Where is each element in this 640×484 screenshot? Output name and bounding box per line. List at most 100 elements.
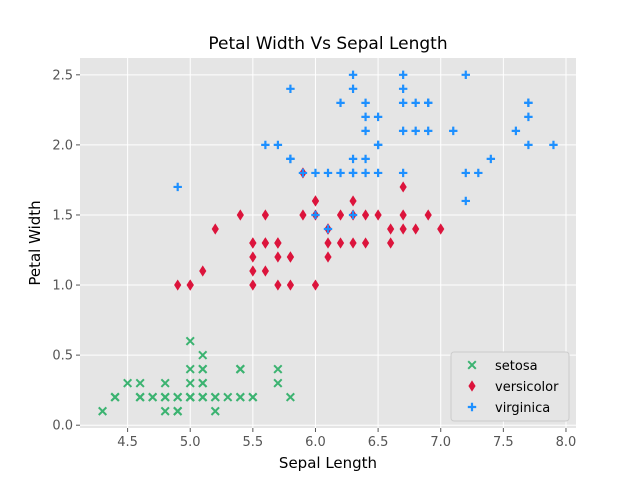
- virginica-point: [261, 140, 270, 150]
- setosa-point: [235, 392, 245, 402]
- virginica-point: [348, 84, 358, 94]
- versicolor-point: [261, 209, 269, 221]
- setosa-point: [123, 378, 133, 388]
- virginica-point: [373, 112, 383, 122]
- setosa-point: [148, 392, 158, 402]
- chart-title: Petal Width Vs Sepal Length: [208, 34, 447, 54]
- series-virginica: [173, 70, 558, 234]
- x-tick-label: 7.5: [493, 435, 514, 450]
- setosa-point: [198, 364, 208, 374]
- virginica-point: [173, 182, 182, 192]
- x-tick-label: 7.0: [430, 435, 451, 450]
- series-versicolor: [174, 167, 445, 291]
- virginica-point: [424, 126, 433, 136]
- versicolor-point: [399, 181, 407, 193]
- setosa-point: [248, 392, 258, 402]
- virginica-point: [461, 168, 470, 178]
- y-tick-label: 2.5: [52, 68, 73, 83]
- virginica-point: [398, 84, 408, 94]
- setosa-point: [235, 364, 245, 374]
- virginica-point: [323, 224, 333, 234]
- versicolor-point: [249, 251, 257, 263]
- x-tick-label: 6.0: [305, 435, 326, 450]
- setosa-point: [185, 392, 195, 402]
- versicolor-point: [311, 279, 320, 291]
- x-tick-label: 4.5: [117, 435, 138, 450]
- versicolor-point: [174, 279, 182, 291]
- versicolor-point: [424, 209, 432, 221]
- setosa-point: [173, 406, 183, 416]
- virginica-point: [461, 70, 470, 80]
- virginica-point: [336, 168, 345, 178]
- setosa-point: [198, 378, 208, 388]
- axis-ticks: 4.5 5.0 5.5 6.0 6.5 7.0 7.5 8.0 0.0 0.5 1.0 1.5 2.0 2…: [52, 68, 576, 450]
- virginica-point: [311, 168, 320, 178]
- virginica-point: [348, 154, 358, 164]
- setosa-point: [173, 392, 183, 402]
- virginica-point: [524, 98, 533, 108]
- versicolor-point: [349, 237, 357, 249]
- versicolor-point: [249, 279, 257, 291]
- virginica-point: [348, 168, 358, 178]
- virginica-point: [298, 168, 308, 178]
- setosa-point: [185, 378, 195, 388]
- virginica-point: [361, 168, 370, 178]
- setosa-point: [185, 336, 195, 346]
- versicolor-point: [286, 279, 295, 291]
- versicolor-point: [437, 223, 445, 235]
- virginica-point: [361, 126, 370, 136]
- y-tick-label: 0.0: [52, 419, 73, 434]
- legend-label-versicolor: versicolor: [495, 380, 559, 395]
- versicolor-point: [274, 251, 282, 263]
- virginica-point: [361, 154, 370, 164]
- setosa-point: [160, 378, 170, 388]
- legend-marker-setosa: [467, 360, 477, 370]
- virginica-point: [336, 98, 345, 108]
- y-tick-label: 1.0: [52, 279, 73, 294]
- setosa-point: [210, 392, 220, 402]
- versicolor-point: [399, 209, 407, 221]
- virginica-point: [424, 98, 433, 108]
- versicolor-point: [387, 223, 395, 235]
- legend-label-virginica: virginica: [495, 401, 550, 416]
- setosa-point: [285, 392, 295, 402]
- setosa-point: [273, 378, 283, 388]
- virginica-point: [398, 98, 408, 108]
- versicolor-point: [236, 209, 244, 221]
- versicolor-point: [399, 223, 407, 235]
- setosa-point: [135, 392, 145, 402]
- versicolor-point: [324, 237, 332, 249]
- x-tick-label: 5.0: [180, 435, 201, 450]
- virginica-point: [486, 154, 496, 164]
- virginica-point: [348, 70, 358, 80]
- virginica-point: [511, 126, 521, 136]
- setosa-point: [273, 364, 283, 374]
- setosa-point: [185, 364, 195, 374]
- virginica-point: [361, 98, 370, 108]
- virginica-point: [311, 210, 320, 220]
- setosa-point: [160, 406, 170, 416]
- versicolor-point: [374, 209, 382, 221]
- virginica-point: [524, 112, 533, 122]
- versicolor-point: [249, 265, 257, 277]
- x-axis-label: Sepal Length: [279, 454, 377, 472]
- versicolor-point: [336, 209, 345, 221]
- virginica-point: [348, 210, 358, 220]
- versicolor-point: [324, 251, 332, 263]
- virginica-point: [361, 112, 370, 122]
- legend-marker-versicolor: [468, 380, 476, 392]
- versicolor-point: [387, 237, 395, 249]
- versicolor-point: [286, 251, 295, 263]
- versicolor-point: [274, 279, 282, 291]
- setosa-point: [198, 350, 208, 360]
- versicolor-point: [349, 195, 357, 207]
- virginica-point: [373, 168, 383, 178]
- virginica-point: [461, 196, 470, 206]
- versicolor-point: [412, 223, 420, 235]
- y-axis-label: Petal Width: [26, 200, 44, 285]
- versicolor-point: [361, 237, 370, 249]
- setosa-point: [135, 378, 145, 388]
- x-tick-label: 6.5: [368, 435, 389, 450]
